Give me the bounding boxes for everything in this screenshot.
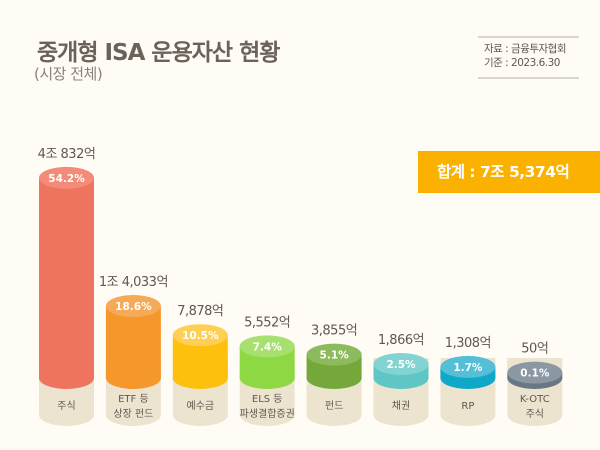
bar-top	[105, 295, 161, 318]
category-label: 상장 펀드	[113, 408, 153, 420]
value-label: 50억	[521, 342, 548, 357]
bar-top	[507, 361, 563, 384]
category-label: 채권	[392, 400, 410, 412]
category-label: 주식	[57, 400, 75, 412]
bar-base-bottom	[306, 404, 362, 426]
bar-bottom	[172, 367, 228, 389]
category-label: 주식	[526, 408, 544, 420]
bar-1	[105, 306, 161, 378]
category-label: K-OTC	[520, 394, 550, 405]
category-label: ELS 등	[252, 393, 283, 405]
value-label: 1,308억	[445, 336, 491, 351]
bar-base-bottom	[440, 404, 496, 426]
value-label: 3,855억	[311, 324, 357, 339]
percent-label: 54.2%	[48, 173, 85, 185]
date-text: 기준 : 2023.6.30	[484, 57, 560, 69]
value-label: 1조 4,033억	[99, 275, 168, 290]
bar-top	[239, 335, 295, 358]
value-label: 5,552억	[244, 315, 290, 330]
bar-top	[373, 353, 429, 375]
bar-top	[172, 324, 228, 347]
page-title: 중개형 ISA 운용자산 현황	[37, 40, 280, 66]
bar-top	[306, 343, 362, 366]
bar-base-bottom	[39, 404, 94, 426]
category-label: 예수금	[186, 400, 214, 412]
percent-label: 5.1%	[320, 350, 350, 362]
page-subtitle: (시장 전체)	[34, 65, 103, 83]
bar-base-bottom	[507, 404, 563, 426]
percent-label: 1.7%	[453, 362, 483, 374]
bar-top	[39, 166, 94, 189]
bar-bottom	[105, 367, 161, 389]
source-text: 자료 : 금융투자협회	[484, 43, 567, 55]
bar-bottom	[239, 367, 295, 389]
percent-label: 7.4%	[253, 341, 283, 353]
bar-base-bottom	[373, 404, 429, 426]
source-info: 자료 : 금융투자협회 기준 : 2023.6.30	[478, 36, 579, 79]
value-label: 7,878억	[177, 304, 223, 319]
percent-label: 2.5%	[386, 359, 416, 371]
bar-bottom	[39, 367, 94, 389]
percent-label: 18.6%	[115, 301, 152, 313]
category-label: 펀드	[325, 400, 343, 412]
category-label: 파생결합증권	[240, 408, 295, 420]
bar-base-bottom	[172, 404, 228, 426]
bar-bottom	[306, 367, 362, 389]
bar-0	[39, 177, 94, 378]
category-label: RP	[461, 401, 474, 412]
bar-base-bottom	[105, 404, 161, 426]
category-label: ETF 등	[118, 393, 149, 405]
value-label: 4조 832억	[38, 147, 96, 162]
bar-base-bottom	[239, 404, 295, 426]
bar-top	[440, 355, 496, 378]
total-badge: 합계 : 7조 5,374억	[418, 151, 600, 193]
percent-label: 0.1%	[520, 368, 550, 380]
value-label: 1,866억	[378, 333, 424, 348]
percent-label: 10.5%	[182, 330, 219, 342]
